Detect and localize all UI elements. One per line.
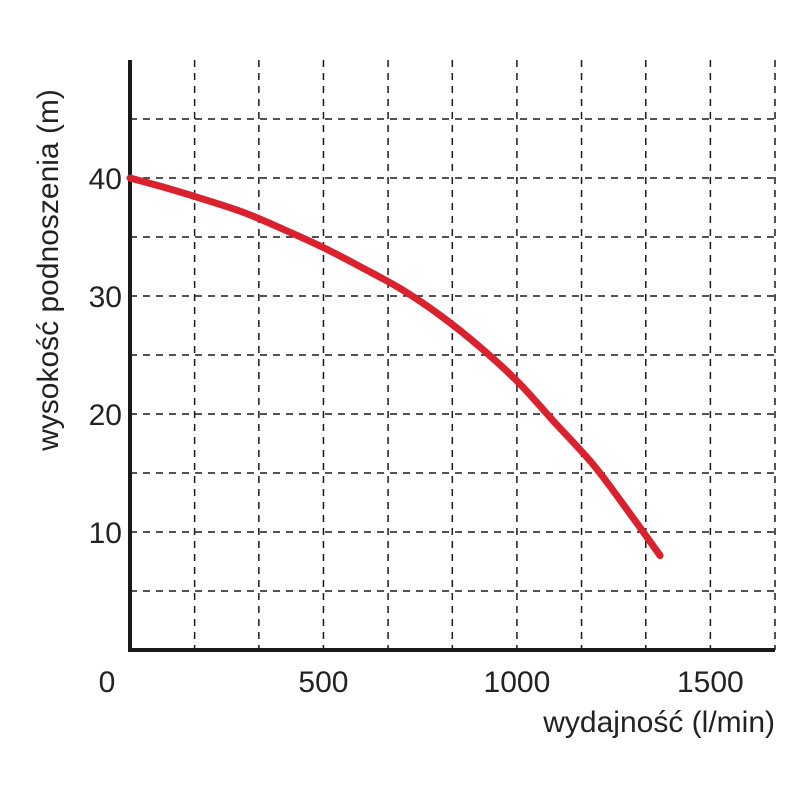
x-tick-label-1000: 1000 bbox=[484, 666, 551, 699]
y-tick-label-10: 10 bbox=[89, 517, 122, 550]
y-tick-label-40: 40 bbox=[89, 163, 122, 196]
x-tick-labels: 0 500 1000 1500 bbox=[99, 666, 744, 699]
y-axis-title: wysokość podnoszenia (m) bbox=[32, 89, 65, 452]
y-tick-label-30: 30 bbox=[89, 281, 122, 314]
x-tick-label-0: 0 bbox=[99, 666, 116, 699]
x-tick-label-500: 500 bbox=[298, 666, 348, 699]
axes bbox=[128, 60, 775, 652]
grid-lines bbox=[130, 60, 776, 650]
y-tick-labels: 10 20 30 40 bbox=[89, 163, 122, 550]
series-line-0 bbox=[126, 174, 664, 560]
x-axis-title: wydajność (l/min) bbox=[542, 706, 775, 739]
x-tick-label-1500: 1500 bbox=[677, 666, 744, 699]
series-group bbox=[126, 174, 664, 560]
y-tick-label-20: 20 bbox=[89, 399, 122, 432]
